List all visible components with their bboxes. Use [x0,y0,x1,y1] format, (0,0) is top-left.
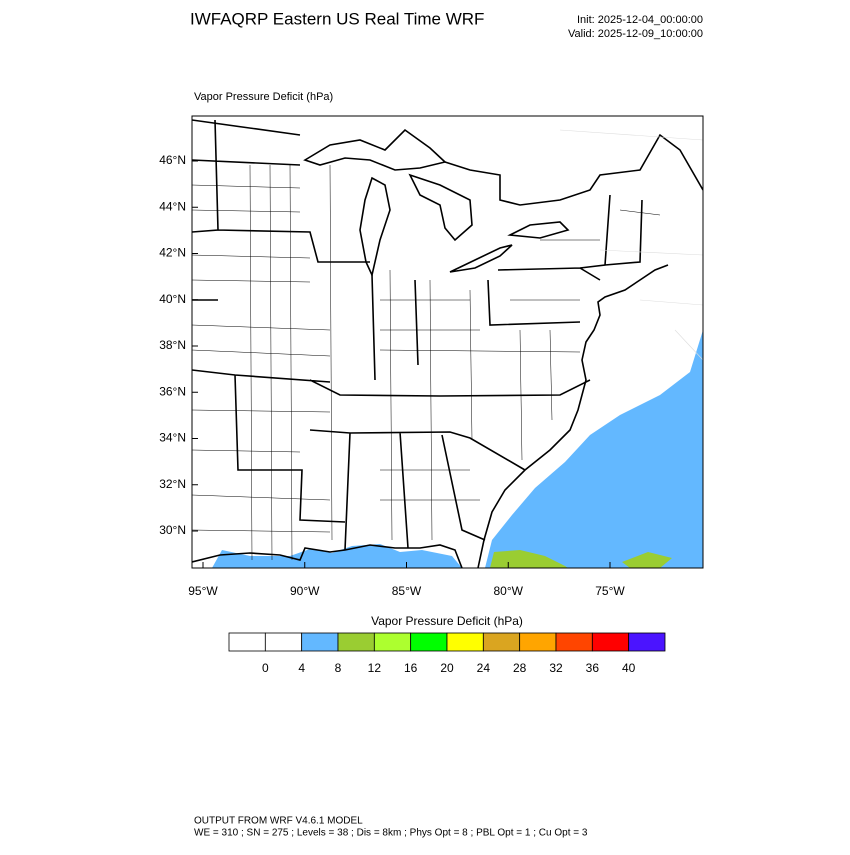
lat-label: 36°N [159,384,186,398]
lat-label: 40°N [159,292,186,306]
lon-label: 75°W [595,584,625,598]
colorbar-tick-label: 40 [622,661,636,675]
lon-label: 95°W [188,584,218,598]
colorbar-box [264,632,303,652]
colorbar-box [628,632,666,652]
county-lines [192,164,661,561]
lat-label: 30°N [159,523,186,537]
lat-label: 38°N [159,338,186,352]
state-lines [192,119,643,551]
lon-label: 90°W [290,584,320,598]
init-time: Init: 2025-12-04_00:00:00 [577,14,703,26]
map [191,115,704,569]
colorbar-tick-label: 4 [298,661,305,675]
green-field [490,550,672,568]
colorbar-box [591,632,630,652]
footer-line: OUTPUT FROM WRF V4.6.1 MODEL [194,816,363,827]
gulf-coastline [192,544,463,568]
colorbar-title: Vapor Pressure Deficit (hPa) [371,614,523,628]
graticule [559,129,703,361]
colorbar-tick-label: 20 [440,661,454,675]
colorbar-box [337,632,375,652]
map-frame [191,115,704,569]
colorbar-box [301,632,339,652]
colorbar-box [410,632,448,652]
colorbar-tick-label: 28 [513,661,527,675]
lat-label: 42°N [159,246,186,260]
colorbar-box [228,632,266,652]
valid-time: Valid: 2025-12-09_10:00:00 [568,28,703,40]
lat-label: 44°N [159,199,186,213]
lat-label: 34°N [159,431,186,445]
title: IWFAQRP Eastern US Real Time WRF [190,9,484,28]
colorbar-tick-label: 8 [335,661,342,675]
canada-border [192,119,703,206]
colorbar-box [519,632,557,652]
lat-label: 46°N [159,153,186,167]
colorbar-tick-label: 32 [549,661,563,675]
colorbar-box [446,632,484,652]
lake-erie [449,244,513,273]
lake-superior [303,128,447,171]
footer-line: WE = 310 ; SN = 275 ; Levels = 38 ; Dis … [194,828,588,839]
coastline [477,264,669,568]
lake-michigan [359,176,391,278]
lon-label: 85°W [392,584,422,598]
lat-label: 32°N [159,477,186,491]
gulf-field [212,544,462,568]
colorbar-tick-label: 0 [262,661,269,675]
lake-ontario [507,221,570,239]
ocean-field [485,330,703,568]
colorbar-tick-label: 24 [477,661,491,675]
colorbar-box [555,632,593,652]
colorbar-tick-label: 12 [368,661,382,675]
lon-label: 80°W [494,584,524,598]
colorbar-tick-label: 16 [404,661,418,675]
colorbar-box [373,632,412,652]
colorbar-box [482,632,521,652]
map-label: Vapor Pressure Deficit (hPa) [194,91,333,103]
lake-huron [408,173,473,242]
colorbar-tick-label: 36 [586,661,600,675]
colorbar: 0 4 8 12 16 20 24 28 32 36 40 [228,632,666,675]
